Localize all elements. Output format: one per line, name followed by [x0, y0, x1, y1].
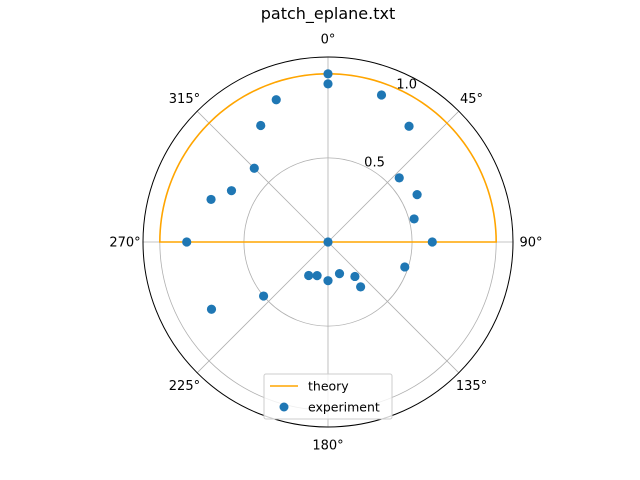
tick-labels: 0° 45° 90° 135° 180° 225° 270° 315° 0.5 1.0: [109, 33, 542, 454]
legend-experiment-label: experiment: [308, 400, 380, 415]
spoke-45: [327, 110, 460, 243]
experiment-point-8: [400, 262, 410, 272]
experiment-point-11: [334, 269, 345, 279]
r-tick-1: 1.0: [396, 78, 417, 93]
experiment-point-15: [258, 291, 269, 301]
experiment-series: [182, 69, 437, 314]
theta-tick-0: 0°: [321, 33, 336, 48]
theta-tick-180: 180°: [312, 439, 343, 454]
legend: theory experiment: [263, 373, 393, 420]
legend-experiment-swatch: [279, 402, 289, 412]
experiment-point-4: [394, 173, 404, 183]
theta-tick-45: 45°: [460, 92, 483, 107]
experiment-point-12: [323, 276, 333, 286]
spoke-315: [196, 110, 329, 243]
polar-frame: [142, 56, 514, 428]
experiment-point-19: [226, 186, 237, 196]
experiment-point-0: [323, 69, 333, 79]
experiment-point-1: [323, 79, 333, 89]
experiment-point-16: [206, 304, 217, 314]
experiment-point-10: [356, 282, 366, 292]
theta-tick-135: 135°: [456, 379, 487, 394]
experiment-point-9: [350, 271, 360, 282]
experiment-point-3: [404, 121, 414, 131]
experiment-point-22: [271, 95, 281, 105]
theta-tick-225: 225°: [169, 379, 200, 394]
theta-tick-315: 315°: [169, 92, 200, 107]
theta-tick-90: 90°: [519, 236, 542, 251]
chart-title: patch_eplane.txt: [261, 4, 396, 24]
experiment-point-14: [304, 270, 314, 281]
experiment-point-20: [249, 163, 259, 173]
experiment-point-7: [427, 237, 437, 247]
legend-theory-label: theory: [308, 379, 349, 394]
experiment-point-5: [412, 190, 422, 200]
experiment-point-17: [182, 237, 192, 247]
experiment-point-23: [323, 237, 333, 247]
spoke-225: [196, 241, 329, 374]
spoke-135: [327, 241, 460, 374]
experiment-point-18: [206, 194, 216, 205]
experiment-point-13: [312, 270, 322, 281]
experiment-point-2: [376, 90, 387, 100]
theta-tick-270: 270°: [109, 236, 140, 251]
experiment-point-21: [256, 120, 266, 131]
experiment-point-6: [409, 214, 419, 224]
r-tick-0: 0.5: [364, 155, 385, 170]
outer-frame: [142, 56, 514, 428]
